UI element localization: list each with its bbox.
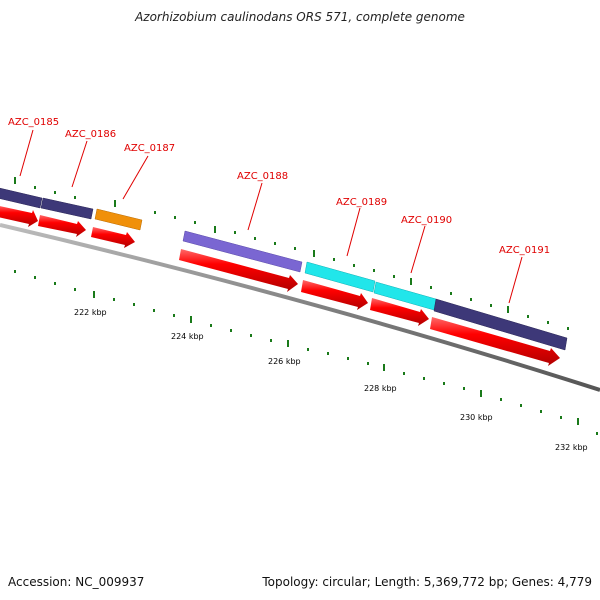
leader-line (122, 155, 149, 200)
cds-arrow[interactable] (0, 205, 38, 227)
gene-label-azc-0189[interactable]: AZC_0189 (336, 197, 387, 208)
upper-tick-row (14, 177, 569, 330)
scale-label: 224 kbp (171, 332, 204, 341)
genes-count-text: Genes: 4,779 (511, 575, 592, 589)
gene-label-azc-0187[interactable]: AZC_0187 (124, 143, 175, 154)
diagram-title: Azorhizobium caulinodans ORS 571, comple… (135, 10, 465, 24)
gene-bar-azc-0185[interactable] (0, 187, 43, 209)
leader-line (247, 182, 263, 231)
scale-label: 228 kbp (364, 384, 397, 393)
gene-label-azc-0188[interactable]: AZC_0188 (237, 171, 288, 182)
leader-line (508, 256, 523, 304)
scale-label: 232 kbp (555, 443, 588, 452)
topology-text: Topology: circular (262, 575, 367, 589)
cds-arrow[interactable] (430, 317, 560, 366)
gene-label-leaders (19, 129, 523, 304)
scale-tick-row (14, 270, 598, 435)
cds-arrows (0, 205, 560, 366)
gene-features (0, 187, 568, 351)
cds-arrow[interactable] (301, 280, 368, 310)
scale-label: 226 kbp (268, 357, 301, 366)
cds-arrow[interactable] (179, 249, 298, 292)
scale-label: 230 kbp (460, 413, 493, 422)
cds-arrow[interactable] (38, 215, 86, 237)
gene-label-azc-0191[interactable]: AZC_0191 (499, 245, 550, 256)
gene-bar-azc-0187[interactable] (94, 208, 143, 231)
leader-line (19, 129, 34, 177)
accession-text: Accession: NC_009937 (8, 575, 145, 589)
length-text: Length: 5,369,772 bp (374, 575, 504, 589)
gene-labels: AZC_0185 AZC_0186 AZC_0187 AZC_0188 AZC_… (8, 117, 550, 256)
scale-labels: 222 kbp 224 kbp 226 kbp 228 kbp 230 kbp … (74, 308, 588, 452)
gene-label-azc-0190[interactable]: AZC_0190 (401, 215, 452, 226)
cds-arrow[interactable] (370, 298, 429, 326)
leader-line (71, 140, 88, 188)
leader-line (346, 207, 361, 257)
genome-summary: Topology: circular; Length: 5,369,772 bp… (262, 575, 592, 589)
gene-bar-azc-0191[interactable] (433, 298, 568, 351)
gene-bar-azc-0188[interactable] (182, 230, 303, 273)
gene-label-azc-0185[interactable]: AZC_0185 (8, 117, 59, 128)
summary-separator: ; (366, 575, 375, 589)
leader-line (410, 225, 426, 274)
gene-bar-azc-0186[interactable] (40, 197, 94, 220)
scale-label: 222 kbp (74, 308, 107, 317)
gene-bar-azc-0189[interactable] (304, 261, 376, 293)
gene-label-azc-0186[interactable]: AZC_0186 (65, 129, 116, 140)
cds-arrow[interactable] (91, 227, 135, 248)
summary-separator: ; (504, 575, 512, 589)
genome-backbone (0, 223, 600, 392)
